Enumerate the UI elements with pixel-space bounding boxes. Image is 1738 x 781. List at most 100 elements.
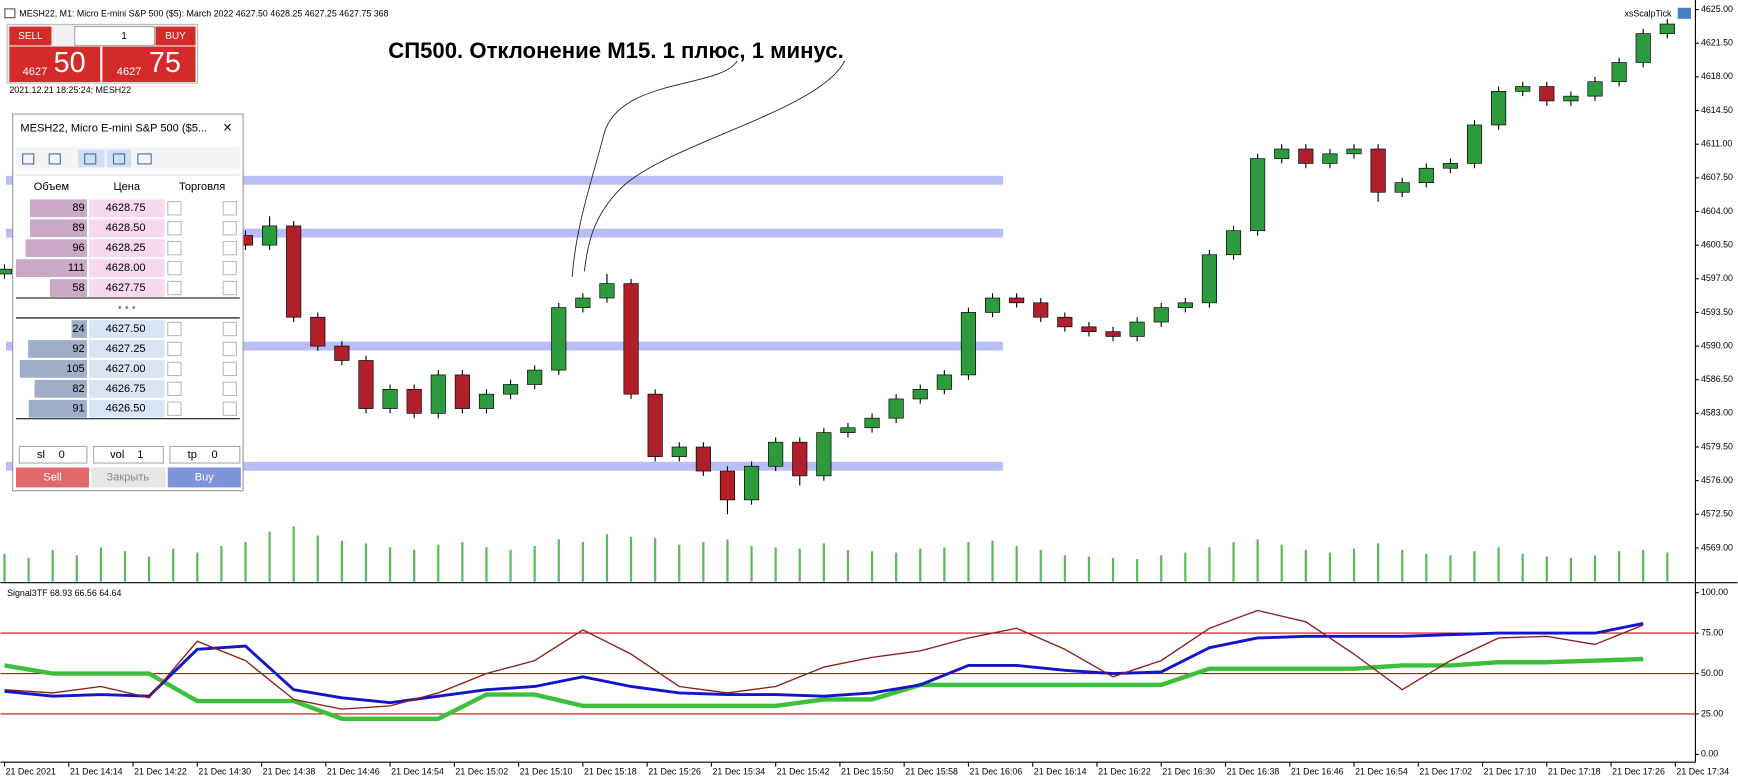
candle-body <box>358 360 374 409</box>
order-arrow <box>222 240 237 256</box>
order-arrow <box>222 321 237 337</box>
candle-body <box>1635 33 1651 63</box>
volume-bar <box>25 239 87 258</box>
volume-bar <box>28 399 87 418</box>
price-cell <box>89 239 165 258</box>
volume-bar <box>316 535 319 582</box>
y-tick-label: 0.00 <box>1701 749 1718 759</box>
candle-body <box>599 283 615 299</box>
x-tick-label: 21 Dec 15:34 <box>713 766 766 776</box>
candle-body <box>792 441 808 477</box>
sell-text[interactable]: SELL <box>18 31 43 42</box>
buy-text[interactable]: BUY <box>165 31 186 42</box>
vol-input[interactable] <box>92 445 164 464</box>
candle-body <box>1515 86 1531 92</box>
candle-body <box>503 384 519 395</box>
buy-price-box[interactable] <box>102 46 196 82</box>
volume-bar <box>1401 549 1404 582</box>
volume-bar <box>1039 549 1042 582</box>
button-text[interactable]: Закрыть <box>107 471 150 483</box>
robot-icon <box>1677 7 1691 19</box>
candle-body <box>1611 62 1627 83</box>
tp-label: tp <box>188 449 197 461</box>
toolbar-button[interactable] <box>78 149 105 168</box>
buy-price-big[interactable]: 4627 <box>117 66 142 78</box>
volume-bar <box>15 259 87 277</box>
volume-bar <box>991 540 994 582</box>
vol-label: vol <box>110 449 124 461</box>
volume-bar <box>3 553 6 582</box>
sell-price-box[interactable] <box>9 46 101 82</box>
volume-bar <box>1136 559 1139 582</box>
level-zone <box>6 175 1004 185</box>
volume-bar <box>822 543 825 582</box>
price-cell <box>89 320 165 338</box>
sell-price-big[interactable]: 4627 <box>23 66 48 78</box>
sl-input[interactable] <box>18 445 88 464</box>
volume-bar <box>1666 552 1669 582</box>
close-button[interactable] <box>91 467 166 488</box>
sell-button[interactable] <box>9 26 52 46</box>
x-tick-label: 21 Dec 16:22 <box>1098 766 1151 776</box>
sl-label: sl <box>37 449 45 461</box>
y-tick-label: 4579.50 <box>1701 441 1733 451</box>
tp-input[interactable] <box>169 445 241 464</box>
volume-bar <box>1184 552 1187 582</box>
candle-body <box>1539 86 1555 102</box>
sell-button[interactable] <box>15 467 90 488</box>
volume-bar <box>123 551 127 582</box>
volume-bar <box>702 542 705 582</box>
y-tick-label: 4583.00 <box>1701 408 1733 418</box>
sl-value[interactable]: 0 <box>59 449 65 461</box>
button-text[interactable]: Sell <box>43 471 61 483</box>
tp-value[interactable]: 0 <box>211 449 217 461</box>
order-arrow <box>222 381 237 397</box>
volume-bar <box>268 531 271 582</box>
y-tick-label: 4604.00 <box>1701 206 1733 216</box>
sell-price-small[interactable]: 50 <box>54 47 86 79</box>
x-tick-label: 21 Dec 15:18 <box>584 766 637 776</box>
volume-text: 89 <box>72 222 84 234</box>
volume-bar <box>28 340 87 358</box>
volume-bar <box>244 542 247 582</box>
candle-body <box>1322 153 1338 164</box>
y-tick-label: 75.00 <box>1701 627 1723 637</box>
lot-input[interactable] <box>74 26 156 46</box>
buy-button[interactable] <box>155 26 196 46</box>
volume-bar <box>1497 547 1500 582</box>
candle-body <box>262 225 278 246</box>
candle-body <box>1394 182 1410 193</box>
volume-bar <box>895 552 898 582</box>
volume-bar <box>99 547 103 582</box>
volume-bar <box>147 556 151 582</box>
price-text: 4627.00 <box>106 363 146 375</box>
x-tick-label: 21 Dec 17:10 <box>1484 766 1537 776</box>
indicator-line <box>4 621 1644 705</box>
lot-value[interactable]: 1 <box>121 31 127 42</box>
order-arrow <box>222 221 237 236</box>
y-tick-label: 4586.50 <box>1701 374 1733 384</box>
volume-bar <box>1521 553 1524 582</box>
chart-layer: 4625.00 4621.50 4618.00 4614.50 4611.00 4607.… <box>0 4 1733 776</box>
volume-bar <box>967 542 970 582</box>
toolbar-button[interactable] <box>106 149 132 168</box>
volume-bar <box>581 542 584 582</box>
price-cell <box>89 199 165 218</box>
button-text[interactable]: Buy <box>195 471 215 483</box>
volume-bar <box>27 557 30 582</box>
y-tick-label: 4621.50 <box>1701 38 1733 48</box>
vol-value[interactable]: 1 <box>137 449 143 461</box>
order-dropdown <box>167 341 182 357</box>
buy-price-small[interactable]: 75 <box>149 47 181 79</box>
volume-bar <box>557 539 560 582</box>
x-tick-label: 21 Dec 14:38 <box>263 766 316 776</box>
y-tick-label: 4618.00 <box>1701 71 1733 81</box>
y-tick-label: 25.00 <box>1701 708 1723 718</box>
y-tick-label: 4576.00 <box>1701 475 1733 485</box>
volume-bar <box>49 279 87 297</box>
volume-bar <box>292 526 295 582</box>
buy-button[interactable] <box>167 467 241 488</box>
close-icon[interactable]: × <box>223 120 232 137</box>
y-tick-label: 4593.50 <box>1701 307 1733 317</box>
